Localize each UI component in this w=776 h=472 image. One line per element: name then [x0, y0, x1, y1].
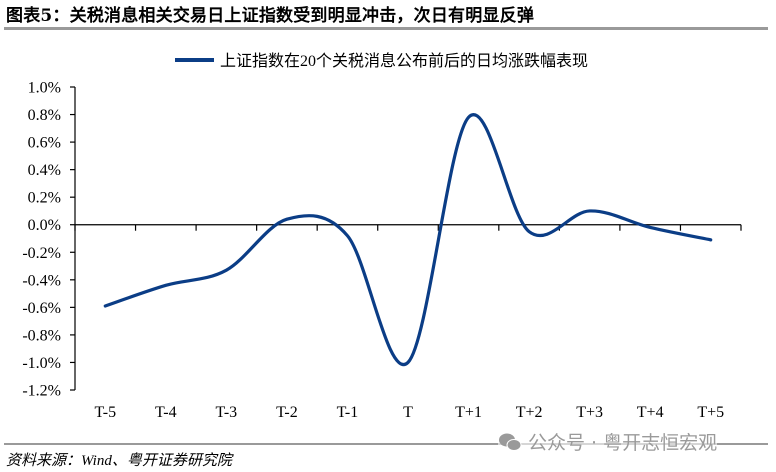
x-tick-label: T-3 — [216, 404, 238, 421]
x-tick-label: T+4 — [637, 404, 664, 421]
footer-divider — [4, 443, 768, 445]
y-tick-label: -0.2% — [22, 245, 61, 262]
watermark-text: 公众号 · 粤开志恒宏观 — [528, 432, 718, 454]
x-tick-label: T+3 — [576, 404, 603, 421]
y-tick-label: 0.0% — [28, 217, 61, 234]
y-tick-label: -0.8% — [22, 327, 61, 344]
y-tick-label: 0.6% — [28, 135, 61, 152]
wechat-icon — [499, 433, 522, 451]
legend: 上证指数在20个关税消息公布前后的日均涨跌幅表现 — [175, 52, 588, 70]
y-axis: 1.0% 0.8% 0.6% 0.4% 0.2% 0.0% -0.2% -0.4% -0.6% -… — [22, 80, 76, 400]
x-tick-label: T+2 — [516, 404, 543, 421]
x-tick-label: T-1 — [337, 404, 359, 421]
x-tick-label: T — [403, 404, 413, 421]
chart-title: 图表5：关税消息相关交易日上证指数受到明显冲击，次日有明显反弹 — [6, 6, 535, 26]
y-tick-label: 1.0% — [28, 80, 61, 97]
y-tick-label: -1.2% — [22, 383, 61, 400]
x-tick-label: T-5 — [94, 404, 116, 421]
x-tick-label: T+1 — [455, 404, 482, 421]
series-line — [103, 113, 713, 367]
x-tick-label: T-2 — [276, 404, 298, 421]
y-tick-label: -0.4% — [22, 272, 61, 289]
watermark: 公众号 · 粤开志恒宏观 — [498, 428, 718, 455]
line-chart: 上证指数在20个关税消息公布前后的日均涨跌幅表现 1.0% 0.8% 0.6% 0.4… — [22, 52, 742, 421]
x-tick-label: T+5 — [697, 404, 724, 421]
y-tick-label: 0.2% — [28, 190, 61, 207]
y-tick-label: -0.6% — [22, 300, 61, 317]
title-divider — [4, 27, 768, 30]
source-note: 资料来源：Wind、粤开证券研究院 — [6, 453, 232, 469]
y-tick-label: 0.8% — [28, 107, 61, 124]
x-axis: T-5 T-4 T-3 T-2 T-1 T T+1 T+2 T+3 T+4 T+5 — [74, 224, 742, 421]
y-tick-label: -1.0% — [22, 355, 61, 372]
x-tick-label: T-4 — [155, 404, 177, 421]
legend-label: 上证指数在20个关税消息公布前后的日均涨跌幅表现 — [220, 52, 588, 70]
y-tick-label: 0.4% — [28, 162, 61, 179]
